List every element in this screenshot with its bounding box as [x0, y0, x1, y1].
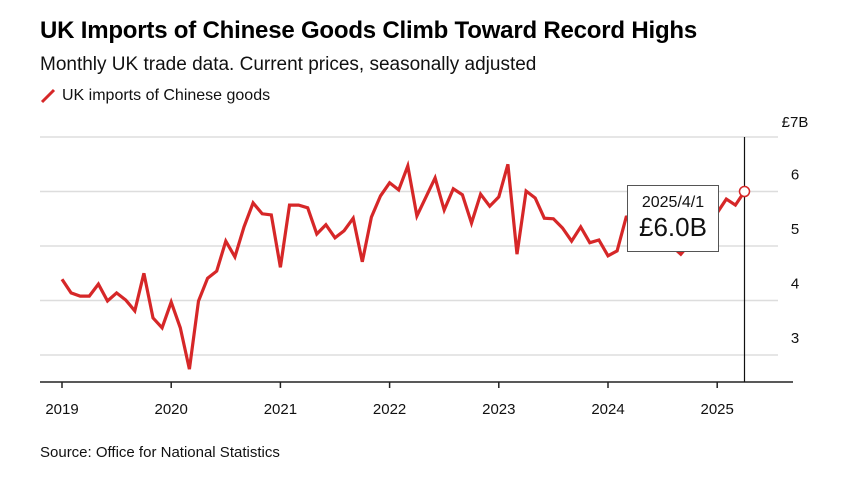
x-tick-label: 2023: [482, 401, 515, 418]
legend-line-icon: [40, 88, 56, 104]
highlight-point-marker[interactable]: [738, 185, 751, 198]
x-tick-label: 2025: [701, 401, 734, 418]
chart-subtitle: Monthly UK trade data. Current prices, s…: [40, 54, 537, 75]
x-axis-ticks: 2019 2020 2021 2022 2023 2024 2025: [45, 382, 734, 418]
x-tick-label: 2019: [45, 401, 78, 418]
x-tick-label: 2021: [264, 401, 297, 418]
tooltip-value: £6.0B: [639, 212, 707, 242]
chart-title: UK Imports of Chinese Goods Climb Toward…: [40, 17, 698, 44]
x-tick-label: 2024: [591, 401, 624, 418]
y-axis-labels: 3 4 5 6 £7B: [782, 114, 809, 347]
y-tick-label: 5: [791, 221, 799, 238]
tooltip: 2025/4/1 £6.0B: [627, 185, 719, 252]
y-tick-label: £7B: [782, 114, 809, 131]
x-tick-label: 2022: [373, 401, 406, 418]
y-tick-label: 4: [791, 276, 799, 293]
x-tick-label: 2020: [155, 401, 188, 418]
y-tick-label: 6: [791, 167, 799, 184]
legend-label: UK imports of Chinese goods: [62, 87, 271, 104]
legend: UK imports of Chinese goods: [40, 87, 270, 105]
source-note: Source: Office for National Statistics: [40, 444, 280, 461]
y-tick-label: 3: [791, 330, 799, 347]
tooltip-date: 2025/4/1: [641, 194, 705, 211]
